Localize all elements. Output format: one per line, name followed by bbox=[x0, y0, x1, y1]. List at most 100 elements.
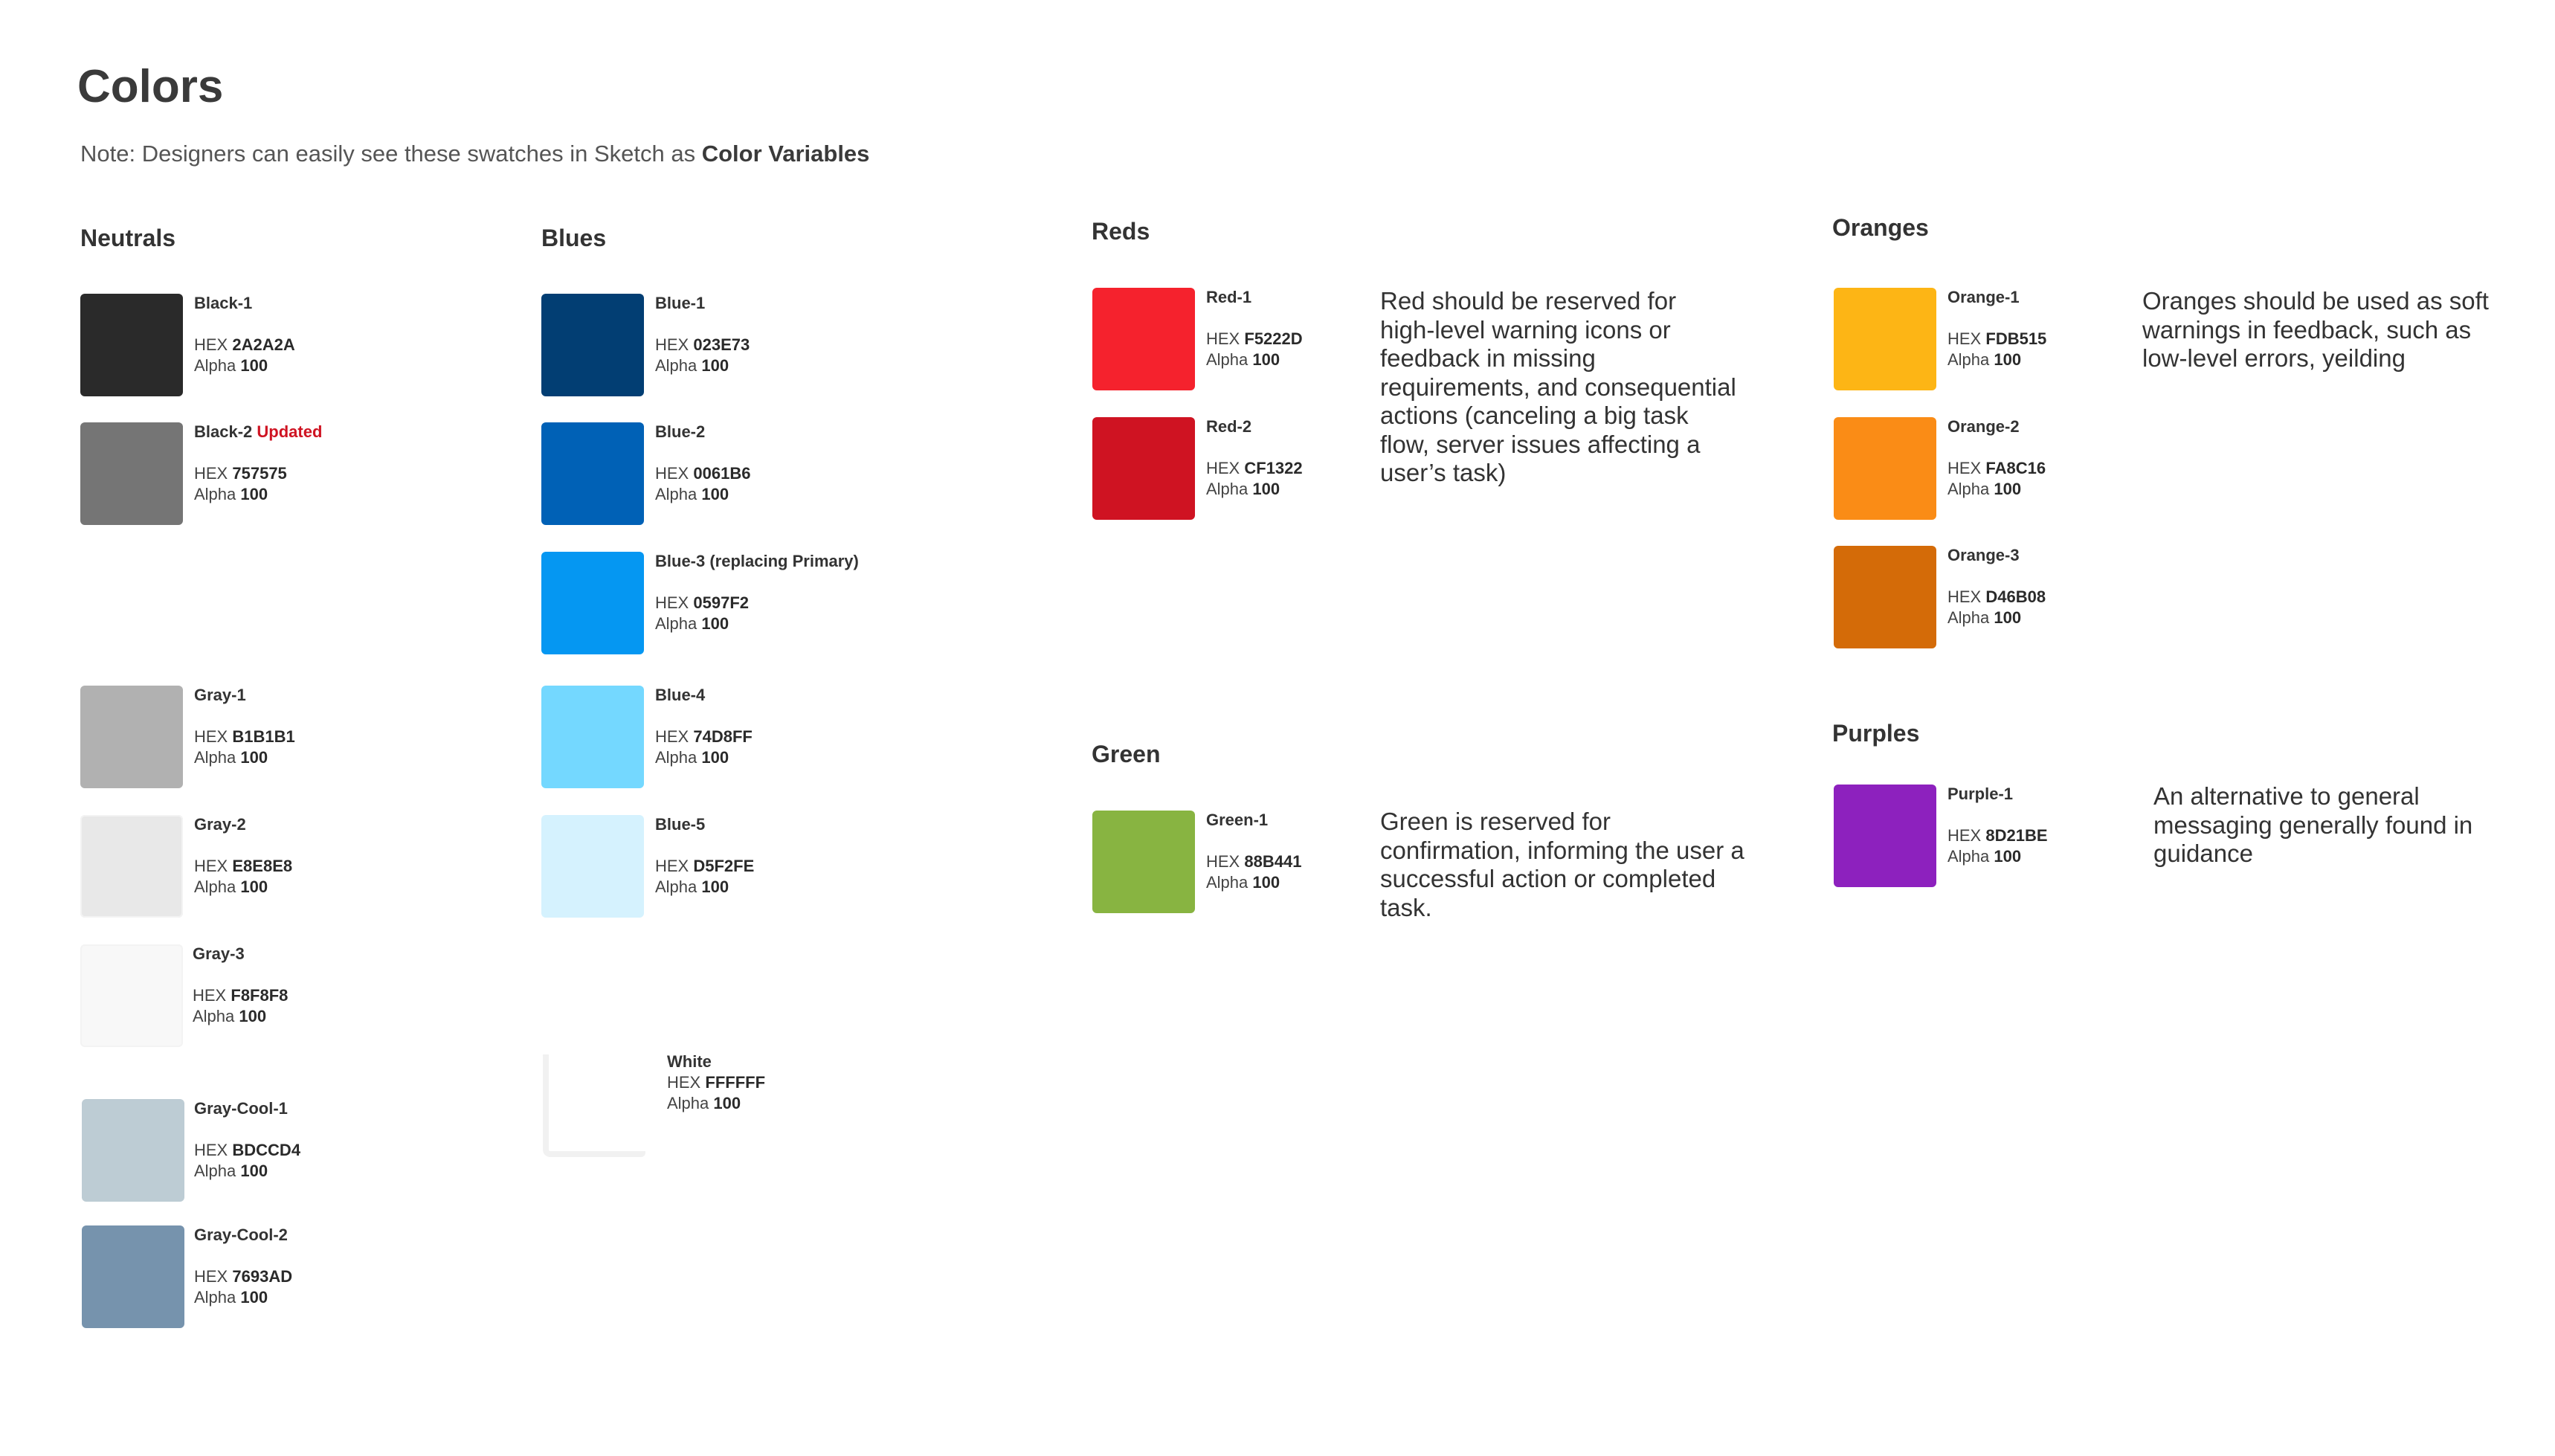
swatch-gray-cool-1[interactable] bbox=[82, 1099, 184, 1202]
color-info-gray-cool-1: Gray-Cool-1 HEX BDCCD4 Alpha 100 bbox=[194, 1099, 301, 1180]
note-emphasis: Color Variables bbox=[701, 141, 870, 167]
color-info-orange-1: Orange-1 HEX FDB515 Alpha 100 bbox=[1947, 288, 2047, 369]
alpha-value: 100 bbox=[240, 877, 268, 896]
alpha-value: 100 bbox=[1994, 847, 2022, 866]
alpha-value: 100 bbox=[701, 485, 729, 503]
color-name: Blue-3 (replacing Primary) bbox=[655, 552, 859, 570]
hex-value: 7693AD bbox=[232, 1267, 293, 1286]
alpha-value: 100 bbox=[240, 356, 268, 375]
alpha-value: 100 bbox=[1994, 350, 2022, 369]
swatch-black-2[interactable] bbox=[80, 422, 183, 525]
alpha-value: 100 bbox=[701, 748, 729, 767]
swatch-blue-5[interactable] bbox=[541, 815, 644, 918]
oranges-description: Oranges should be used as soft warnings … bbox=[2142, 287, 2489, 372]
hex-value: 2A2A2A bbox=[232, 335, 295, 354]
page-note: Note: Designers can easily see these swa… bbox=[80, 140, 869, 167]
color-info-gray-2: Gray-2 HEX E8E8E8 Alpha 100 bbox=[194, 815, 293, 896]
swatch-gray-cool-2[interactable] bbox=[82, 1225, 184, 1328]
color-info-blue-5: Blue-5 HEX D5F2FE Alpha 100 bbox=[655, 815, 755, 896]
hex-value: CF1322 bbox=[1244, 459, 1303, 477]
alpha-value: 100 bbox=[240, 1288, 268, 1307]
color-info-green-1: Green-1 HEX 88B441 Alpha 100 bbox=[1206, 811, 1302, 892]
color-name: Black-1 bbox=[194, 294, 253, 312]
color-info-blue-3: Blue-3 (replacing Primary) HEX 0597F2 Al… bbox=[655, 552, 859, 633]
color-info-orange-2: Orange-2 HEX FA8C16 Alpha 100 bbox=[1947, 417, 2046, 498]
alpha-value: 100 bbox=[240, 485, 268, 503]
color-name: Gray-Cool-2 bbox=[194, 1225, 288, 1244]
swatch-orange-2[interactable] bbox=[1834, 417, 1936, 520]
swatch-gray-2[interactable] bbox=[80, 815, 183, 918]
color-info-blue-1: Blue-1 HEX 023E73 Alpha 100 bbox=[655, 294, 750, 375]
reds-description: Red should be reserved for high-level wa… bbox=[1380, 287, 1736, 486]
swatch-purple-1[interactable] bbox=[1834, 785, 1936, 887]
alpha-value: 100 bbox=[701, 614, 729, 633]
color-name: Black-2 bbox=[194, 422, 253, 441]
section-title-reds: Reds bbox=[1092, 218, 1150, 245]
swatch-blue-2[interactable] bbox=[541, 422, 644, 525]
color-name: Green-1 bbox=[1206, 811, 1269, 829]
color-info-gray-1: Gray-1 HEX B1B1B1 Alpha 100 bbox=[194, 686, 295, 767]
color-name: Orange-3 bbox=[1947, 546, 2020, 564]
color-name: Blue-2 bbox=[655, 422, 706, 441]
purples-description: An alternative to general messaging gene… bbox=[2153, 782, 2473, 867]
swatch-red-2[interactable] bbox=[1092, 417, 1195, 520]
swatch-blue-4[interactable] bbox=[541, 686, 644, 788]
color-name: Blue-5 bbox=[655, 815, 706, 834]
alpha-value: 100 bbox=[1252, 480, 1280, 498]
color-info-blue-4: Blue-4 HEX 74D8FF Alpha 100 bbox=[655, 686, 753, 767]
alpha-value: 100 bbox=[713, 1094, 741, 1112]
hex-value: B1B1B1 bbox=[232, 727, 295, 746]
color-info-gray-3: Gray-3 HEX F8F8F8 Alpha 100 bbox=[193, 944, 289, 1025]
swatch-green-1[interactable] bbox=[1092, 811, 1195, 913]
hex-value: FDB515 bbox=[1985, 329, 2047, 348]
color-info-gray-cool-2: Gray-Cool-2 HEX 7693AD Alpha 100 bbox=[194, 1225, 293, 1307]
color-name: Blue-4 bbox=[655, 686, 706, 704]
color-name: Gray-1 bbox=[194, 686, 246, 704]
color-info-orange-3: Orange-3 HEX D46B08 Alpha 100 bbox=[1947, 546, 2046, 627]
note-text: Note: Designers can easily see these swa… bbox=[80, 141, 702, 167]
page-title: Colors bbox=[77, 61, 224, 112]
updated-badge: Updated bbox=[257, 422, 323, 441]
hex-value: E8E8E8 bbox=[232, 857, 293, 875]
color-name: Orange-2 bbox=[1947, 417, 2020, 436]
hex-value: 757575 bbox=[232, 464, 287, 483]
color-name: Gray-2 bbox=[194, 815, 246, 834]
section-title-blues: Blues bbox=[541, 225, 607, 251]
hex-value: 74D8FF bbox=[693, 727, 753, 746]
swatch-black-1[interactable] bbox=[80, 294, 183, 396]
color-name: Orange-1 bbox=[1947, 288, 2020, 306]
color-info-black-1: Black-1 HEX 2A2A2A Alpha 100 bbox=[194, 294, 295, 375]
swatch-blue-3[interactable] bbox=[541, 552, 644, 654]
swatch-gray-3[interactable] bbox=[80, 944, 183, 1047]
swatch-gray-1[interactable] bbox=[80, 686, 183, 788]
color-info-purple-1: Purple-1 HEX 8D21BE Alpha 100 bbox=[1947, 785, 2048, 866]
swatch-orange-1[interactable] bbox=[1834, 288, 1936, 390]
color-info-blue-2: Blue-2 HEX 0061B6 Alpha 100 bbox=[655, 422, 751, 503]
hex-value: FA8C16 bbox=[1985, 459, 2046, 477]
color-name: Red-1 bbox=[1206, 288, 1252, 306]
color-info-red-1: Red-1 HEX F5222D Alpha 100 bbox=[1206, 288, 1303, 369]
swatch-white[interactable] bbox=[543, 1054, 645, 1157]
hex-value: FFFFFF bbox=[705, 1073, 766, 1092]
swatch-blue-1[interactable] bbox=[541, 294, 644, 396]
alpha-value: 100 bbox=[1994, 480, 2022, 498]
swatch-orange-3[interactable] bbox=[1834, 546, 1936, 648]
section-title-purples: Purples bbox=[1832, 720, 1920, 747]
color-name: White bbox=[667, 1052, 712, 1071]
hex-value: 8D21BE bbox=[1985, 826, 2048, 845]
color-name: Red-2 bbox=[1206, 417, 1252, 436]
alpha-value: 100 bbox=[1252, 350, 1280, 369]
color-info-white: White HEX FFFFFF Alpha 100 bbox=[667, 1052, 766, 1112]
section-title-green: Green bbox=[1092, 741, 1161, 767]
hex-value: 0597F2 bbox=[693, 593, 749, 612]
color-name: Gray-3 bbox=[193, 944, 245, 963]
swatch-red-1[interactable] bbox=[1092, 288, 1195, 390]
hex-value: D46B08 bbox=[1985, 587, 2046, 606]
alpha-value: 100 bbox=[1994, 608, 2022, 627]
hex-value: 023E73 bbox=[693, 335, 750, 354]
alpha-value: 100 bbox=[701, 877, 729, 896]
hex-value: F8F8F8 bbox=[231, 986, 289, 1005]
color-name: Gray-Cool-1 bbox=[194, 1099, 288, 1118]
section-title-oranges: Oranges bbox=[1832, 214, 1929, 241]
green-description: Green is reserved for confirmation, info… bbox=[1380, 808, 1744, 921]
